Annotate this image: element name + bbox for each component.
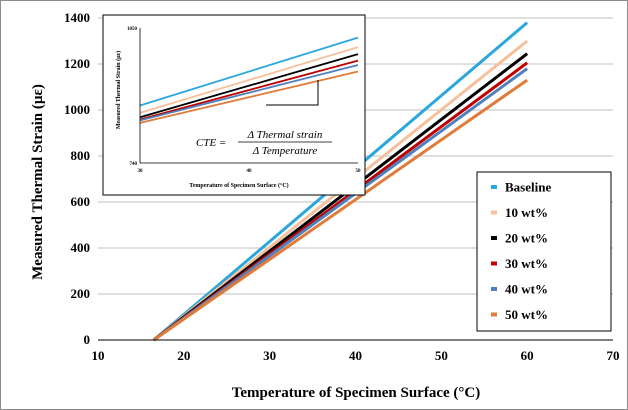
cte-equation-denominator: Δ Temperature [252, 145, 318, 157]
y-tick-label: 200 [71, 286, 91, 301]
legend-marker-1 [491, 210, 497, 215]
inset-background [102, 14, 366, 196]
inset-series-line-5 [139, 70, 359, 124]
legend-label-3: 30 wt% [505, 256, 548, 271]
y-tick-label: 1000 [64, 102, 90, 117]
inset-series-line-2 [139, 53, 359, 119]
y-tick-label: 1400 [64, 10, 90, 25]
inset-series-line-0 [139, 36, 359, 107]
legend-marker-5 [491, 312, 497, 317]
legend-box [476, 171, 612, 332]
x-axis-title: Temperature of Specimen Surface (°C) [232, 385, 480, 401]
legend-marker-2 [491, 236, 497, 240]
y-axis-title: Measured Thermal Strain (µε) [30, 84, 46, 280]
y-tick-label: 400 [71, 240, 91, 255]
series-line-5 [152, 78, 529, 342]
inset-x-axis-title: Temperature of Specimen Surface (°C) [189, 182, 288, 189]
legend-label-0: Baseline [505, 180, 551, 195]
y-tick-label: 600 [71, 194, 91, 209]
legend-label-5: 50 wt% [505, 307, 548, 322]
legend-label-1: 10 wt% [505, 205, 548, 220]
inset-x-tick-label: 40 [247, 169, 253, 174]
inset-series-lines [139, 36, 359, 124]
x-tick-label: 40 [349, 348, 362, 363]
inset-y-axis-title: Measured Thermal Strain (µε) [115, 51, 122, 129]
series-line-4 [152, 67, 529, 342]
legend-marker-3 [491, 261, 497, 266]
x-tick-label: 50 [435, 348, 448, 363]
legend-label-2: 20 wt% [505, 231, 548, 246]
x-tick-label: 60 [521, 348, 534, 363]
x-tick-label: 30 [263, 348, 276, 363]
inset-axes [139, 28, 358, 164]
x-tick-label: 70 [607, 348, 620, 363]
x-tick-label: 20 [177, 348, 190, 363]
legend-marker-0 [491, 185, 497, 189]
y-tick-label: 1200 [64, 56, 90, 71]
y-tick-label: 800 [71, 148, 91, 163]
inset-series-line-4 [139, 64, 359, 122]
x-tick-labels: 10 20 30 40 50 60 70 [92, 348, 620, 363]
inset-y-tick-label: 1050 [127, 27, 138, 32]
inset-chart: 740 1050 30 40 50 Temperature of Specimen S… [102, 14, 366, 196]
cte-slope-bracket [266, 80, 319, 106]
inset-series-line-3 [139, 59, 359, 121]
cte-equation-lhs: CTE = [196, 137, 226, 149]
y-tick-labels: 0 200 400 600 800 1000 1200 1400 [64, 10, 90, 347]
legend: Baseline 10 wt% 20 wt% 30 wt% 40 wt% 50 wt% [476, 171, 612, 332]
y-tick-label: 0 [84, 332, 91, 347]
cte-equation-numerator: Δ Thermal strain [247, 129, 323, 141]
x-tick-label: 10 [92, 348, 105, 363]
inset-x-tick-label: 50 [356, 169, 362, 174]
legend-label-4: 40 wt% [505, 282, 548, 297]
legend-marker-4 [491, 287, 497, 291]
inset-series-line-1 [139, 46, 359, 114]
inset-y-tick-label: 740 [130, 162, 138, 167]
inset-x-tick-label: 30 [138, 169, 144, 174]
inset-x-tick-labels: 30 40 50 [138, 169, 362, 174]
inset-y-tick-labels: 740 1050 [127, 27, 138, 167]
